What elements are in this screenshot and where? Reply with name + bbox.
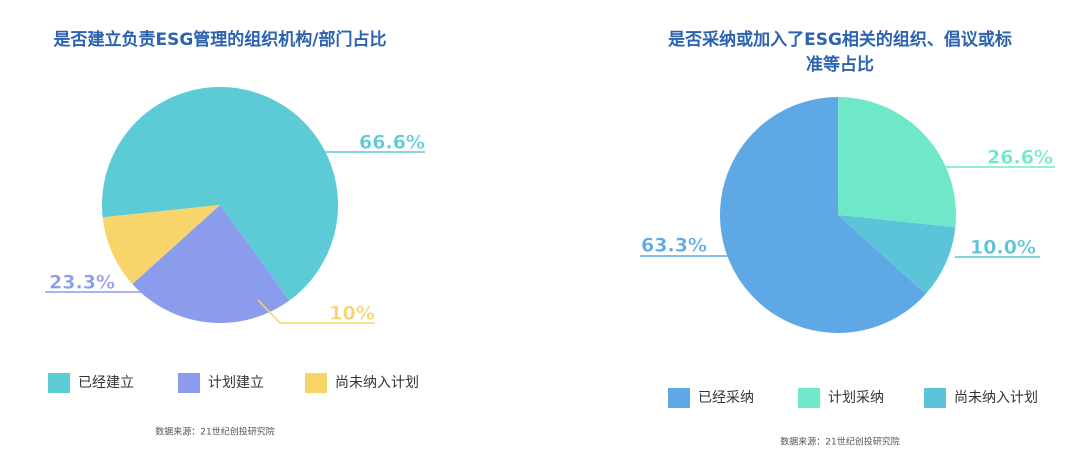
source-note: 数据来源：21世纪创投研究院 xyxy=(155,426,274,438)
legend-swatch xyxy=(48,373,70,393)
chart-title: 是否建立负责ESG管理的组织机构/部门占比 xyxy=(53,30,387,50)
pie-slice xyxy=(132,205,290,323)
legend-swatch xyxy=(668,388,690,408)
title-box: 是否采纳或加入了ESG相关的组织、倡议或标准等占比 xyxy=(668,30,1012,75)
pie-slice xyxy=(101,86,338,301)
legend-label: 已经采纳 xyxy=(698,390,754,406)
data-label: 66.6% xyxy=(359,132,425,154)
legend-swatch xyxy=(798,388,820,408)
data-label: 63.3% xyxy=(641,235,707,257)
pie-slice xyxy=(838,215,956,294)
pie-slice xyxy=(102,205,220,285)
legend-label: 尚未纳入计划 xyxy=(954,390,1038,406)
source-note: 数据来源：21世纪创投研究院 xyxy=(780,436,899,448)
pie-slice xyxy=(838,97,956,228)
chart-title: 是否采纳或加入了ESG相关的组织、倡议或标准等占比 xyxy=(668,30,1012,75)
data-label: 10% xyxy=(329,303,374,325)
legend-label: 尚未纳入计划 xyxy=(335,375,419,391)
legend-swatch xyxy=(178,373,200,393)
title-box: 是否建立负责ESG管理的组织机构/部门占比 xyxy=(53,30,387,50)
data-label: 26.6% xyxy=(987,147,1053,169)
legend-swatch xyxy=(924,388,946,408)
legend-label: 计划采纳 xyxy=(828,390,884,406)
legend-label: 已经建立 xyxy=(78,375,134,391)
leader-line xyxy=(257,299,375,324)
data-label: 23.3% xyxy=(49,272,115,294)
legend-label: 计划建立 xyxy=(208,375,264,391)
data-label: 10.0% xyxy=(970,237,1036,259)
legend-swatch xyxy=(305,373,327,393)
pie-slice xyxy=(719,96,926,334)
